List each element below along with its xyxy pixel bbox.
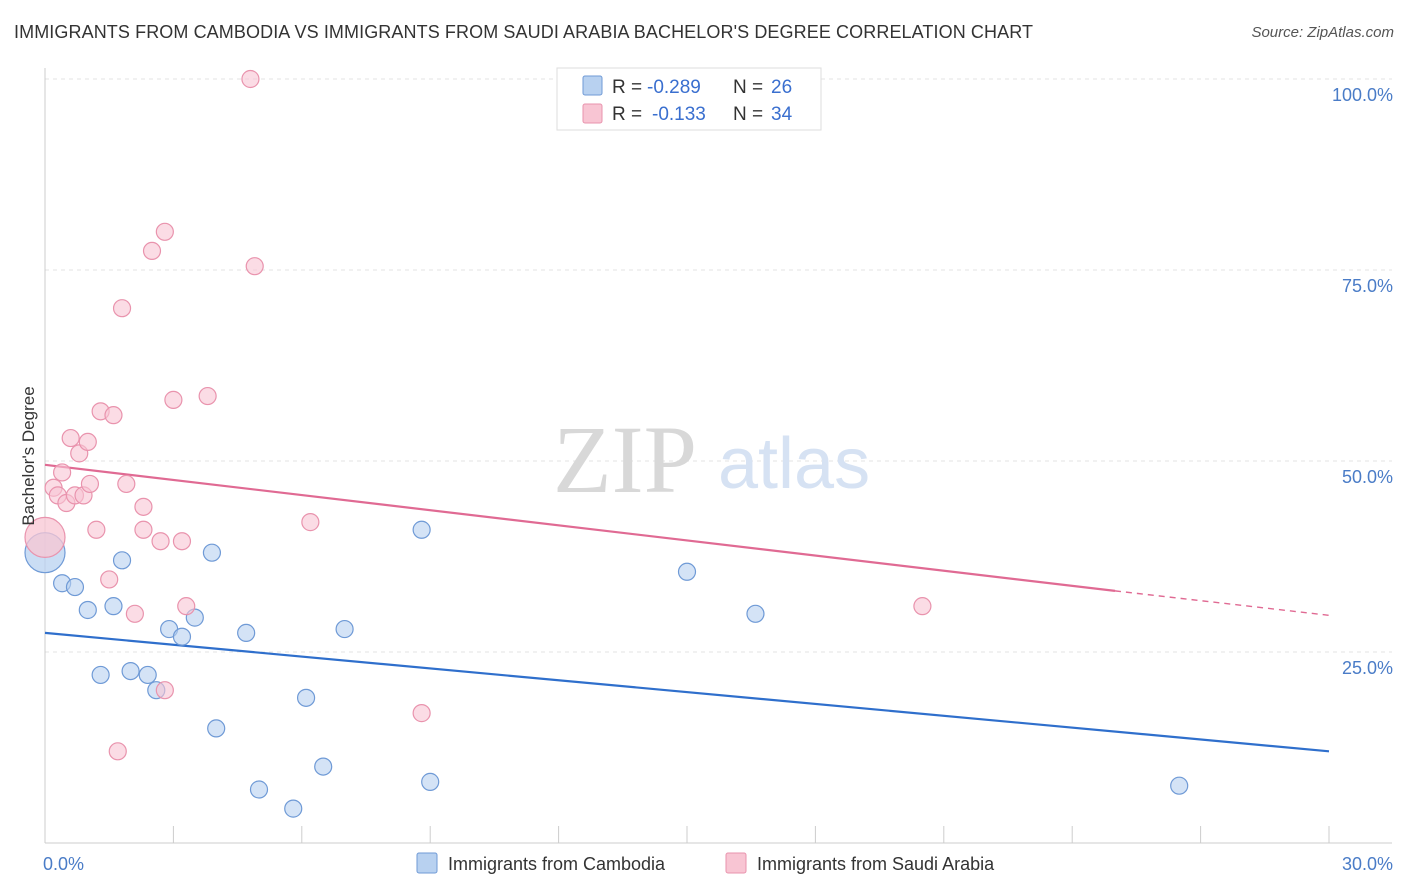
point-saudi <box>245 257 264 276</box>
point-saudi <box>142 241 162 260</box>
legend-r-label-saudi: R = <box>612 104 642 125</box>
point-cambodia <box>314 757 333 776</box>
legend-n-label-saudi: N = <box>733 104 763 125</box>
point-saudi <box>104 406 123 425</box>
x-tick-label-max: 30.0% <box>1342 854 1393 874</box>
stats-legend: R = -0.289 N = 26 R = -0.133 N = 34 <box>556 67 822 131</box>
point-cambodia <box>249 780 269 799</box>
series-legend: Immigrants from Cambodia Immigrants from… <box>416 852 995 874</box>
point-saudi <box>172 532 192 551</box>
x-tick-label-min: 0.0% <box>43 854 84 874</box>
point-cambodia <box>335 619 354 639</box>
chart-title: IMMIGRANTS FROM CAMBODIA VS IMMIGRANTS F… <box>14 22 1034 42</box>
point-saudi <box>198 386 217 406</box>
series-legend-swatch-saudi <box>725 852 747 874</box>
trend-layer <box>44 463 1330 753</box>
y-tick-label: 25.0% <box>1342 658 1393 678</box>
point-saudi <box>913 597 932 616</box>
point-saudi <box>125 604 144 623</box>
legend-n-value-saudi: 34 <box>771 104 793 125</box>
point-saudi <box>412 704 431 723</box>
point-cambodia <box>412 520 431 539</box>
legend-swatch-saudi <box>582 103 603 124</box>
legend-n-label-cambodia: N = <box>733 77 763 98</box>
axis-layer <box>44 68 1392 844</box>
point-cambodia <box>138 665 157 685</box>
grid-layer: 25.0% 50.0% 75.0% 100.0% <box>45 78 1393 678</box>
y-tick-label: 100.0% <box>1332 85 1393 105</box>
point-saudi <box>177 597 196 616</box>
point-cambodia <box>746 604 765 623</box>
point-cambodia <box>65 577 85 597</box>
point-saudi <box>78 432 97 451</box>
y-tick-label: 50.0% <box>1342 467 1393 487</box>
legend-r-value-saudi: -0.133 <box>652 104 706 125</box>
point-cambodia <box>207 719 226 738</box>
point-saudi <box>80 474 100 494</box>
point-saudi <box>24 516 66 559</box>
point-cambodia <box>91 665 110 685</box>
point-cambodia <box>421 772 440 791</box>
point-cambodia <box>237 623 256 643</box>
point-saudi <box>61 428 80 448</box>
watermark-atlas: atlas <box>718 424 870 504</box>
legend-swatch-cambodia <box>582 75 603 96</box>
watermark: ZIP atlas <box>553 406 870 513</box>
legend-n-value-cambodia: 26 <box>771 77 792 98</box>
trendline-saudi <box>44 463 1116 592</box>
points-layer <box>24 69 1189 818</box>
point-cambodia <box>284 799 303 818</box>
watermark-zip: ZIP <box>553 406 697 513</box>
point-saudi <box>155 681 174 700</box>
point-cambodia <box>202 543 222 562</box>
point-cambodia <box>677 562 697 581</box>
point-cambodia <box>112 551 132 570</box>
point-saudi <box>53 463 72 482</box>
y-tick-label: 75.0% <box>1342 276 1393 296</box>
point-cambodia <box>296 688 316 707</box>
series-legend-label-cambodia: Immigrants from Cambodia <box>448 854 666 874</box>
point-saudi <box>301 513 320 532</box>
point-cambodia <box>1170 776 1189 795</box>
legend-r-value-cambodia: -0.289 <box>647 77 701 98</box>
point-saudi <box>241 69 260 89</box>
point-cambodia <box>121 661 140 681</box>
point-saudi <box>100 570 119 589</box>
point-cambodia <box>172 627 192 646</box>
point-cambodia <box>104 597 123 616</box>
point-saudi <box>134 520 153 539</box>
y-axis-title: Bachelor's Degree <box>19 386 38 525</box>
point-cambodia <box>78 600 97 620</box>
trendline-saudi-extension <box>1114 590 1330 617</box>
point-saudi <box>108 742 127 761</box>
point-saudi <box>87 520 106 539</box>
point-saudi <box>151 532 170 551</box>
chart-source: Source: ZipAtlas.com <box>1251 24 1394 41</box>
legend-r-label-cambodia: R = <box>612 77 642 98</box>
point-saudi <box>117 474 136 494</box>
point-saudi <box>164 390 183 409</box>
series-legend-label-saudi: Immigrants from Saudi Arabia <box>757 854 995 874</box>
point-saudi <box>112 299 132 318</box>
series-legend-swatch-cambodia <box>416 852 438 874</box>
point-saudi <box>134 497 153 516</box>
point-saudi <box>155 222 174 241</box>
trendline-cambodia <box>44 631 1330 753</box>
